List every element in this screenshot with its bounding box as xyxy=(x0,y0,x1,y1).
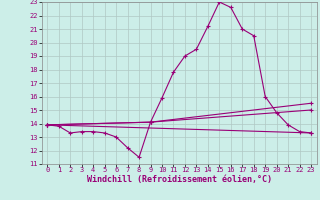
X-axis label: Windchill (Refroidissement éolien,°C): Windchill (Refroidissement éolien,°C) xyxy=(87,175,272,184)
